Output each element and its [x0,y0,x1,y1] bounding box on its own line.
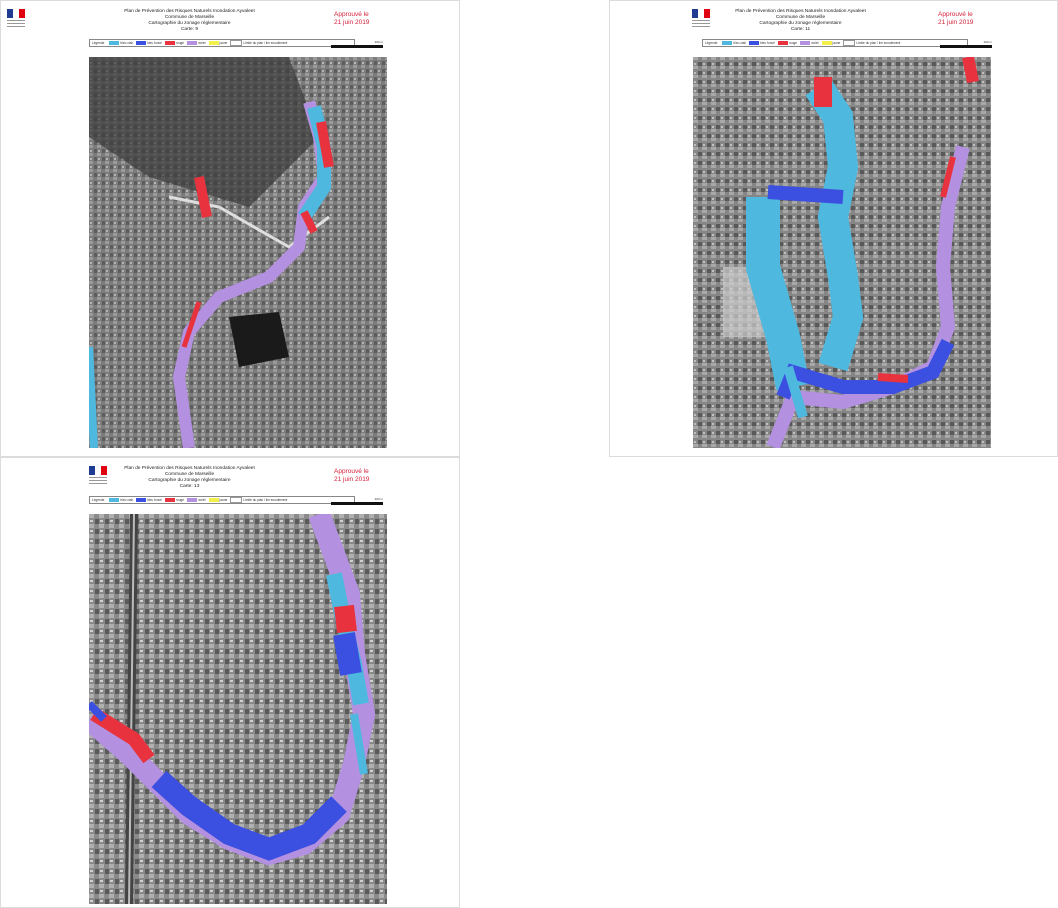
title-line: Carte: 11 [790,27,811,32]
legend-item: bleu foncé [749,41,775,45]
scale-label: 200 m [983,40,992,44]
map-sheet-2[interactable]: Plan de Prévention des Risques Naturels … [609,0,1058,457]
sheet-header: Plan de Prévention des Risques Naturels … [1,1,459,55]
scale-bar: 200 m [331,497,383,505]
approval-date: 21 juin 2019 [938,18,974,26]
scale-label: 200 m [374,497,383,501]
legend-item: bleu ciair [722,41,746,45]
scale-bar: 200 m [940,40,992,48]
legend-item: rouge [164,41,184,45]
title-line: Carte: 9 [180,27,199,32]
legend-item: violet [187,498,206,502]
legend-item: violet [187,41,206,45]
title-line: Carte: 13 [179,484,200,489]
title-line: Plan de Prévention des Risques Naturels … [124,9,255,14]
approval-stamp: Approuvé le 21 juin 2019 [938,11,1017,26]
legend-item: bleu foncé [136,498,162,502]
aerial-map[interactable] [89,514,387,904]
approval-date: 21 juin 2019 [334,475,370,483]
republique-francaise-logo [692,9,714,35]
sheet-title: Plan de Prévention des Risques Naturels … [728,9,873,33]
legend-item: jaune [208,41,227,45]
legend-item: Limite du plan / lim ecoulement [230,40,287,46]
republique-francaise-logo [7,9,29,35]
legend-item: bleu ciair [109,41,133,45]
title-line: Cartographie du zonage réglementaire [759,21,842,26]
approval-label: Approuvé le [938,11,973,18]
legend-item: rouge [777,41,797,45]
approval-label: Approuvé le [334,468,369,475]
title-line: Cartographie du zonage réglementaire [148,21,231,26]
legend: Légende bleu ciair bleu foncé rouge viol… [702,39,968,47]
sheet-title: Plan de Prévention des Risques Naturels … [117,9,262,33]
legend-item: Limite du plan / lim ecoulement [843,40,900,46]
legend-title: Légende [92,41,105,45]
aerial-map[interactable] [89,57,387,448]
legend-item: jaune [821,41,840,45]
title-line: Commune de Marseille [164,472,215,477]
legend-item: violet [800,41,819,45]
legend-item: jaune [208,498,227,502]
title-line: Commune de Marseille [164,15,215,20]
legend: Légende bleu ciair bleu foncé rouge viol… [89,39,355,47]
approval-stamp: Approuvé le 21 juin 2019 [334,468,419,483]
republique-francaise-logo [89,466,111,492]
title-line: Plan de Prévention des Risques Naturels … [735,9,866,14]
legend-title: Légende [705,41,718,45]
map-sheet-3[interactable]: Plan de Prévention des Risques Naturels … [0,457,460,908]
title-line: Cartographie du zonage réglementaire [148,478,231,483]
sheet-header: Plan de Prévention des Risques Naturels … [1,458,459,512]
legend-item: bleu foncé [136,41,162,45]
sheet-header: Plan de Prévention des Risques Naturels … [610,1,1057,55]
legend-item: Limite du plan / lim ecoulement [230,497,287,503]
legend-title: Légende [92,498,105,502]
map-sheet-1[interactable]: Plan de Prévention des Risques Naturels … [0,0,460,457]
legend: Légende bleu ciair bleu foncé rouge viol… [89,496,355,504]
title-line: Plan de Prévention des Risques Naturels … [124,466,255,471]
approval-label: Approuvé le [334,11,369,18]
sheet-title: Plan de Prévention des Risques Naturels … [117,466,262,490]
approval-stamp: Approuvé le 21 juin 2019 [334,11,419,26]
legend-item: rouge [164,498,184,502]
approval-date: 21 juin 2019 [334,18,370,26]
aerial-map[interactable] [693,57,991,448]
legend-item: bleu ciair [109,498,133,502]
scale-label: 200 m [374,40,383,44]
title-line: Commune de Marseille [775,15,826,20]
scale-bar: 200 m [331,40,383,48]
